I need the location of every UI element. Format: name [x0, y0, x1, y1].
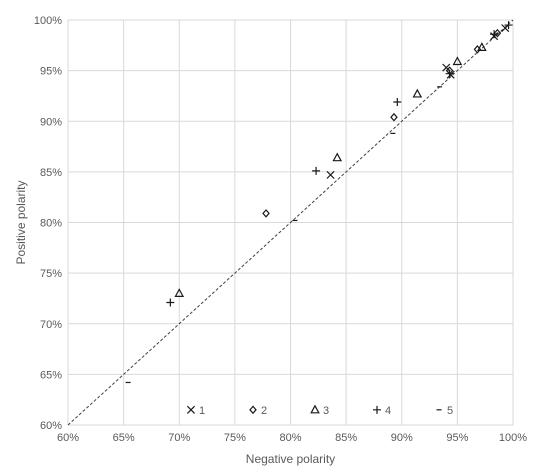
- x-tick-label: 95%: [446, 432, 468, 444]
- x-tick-label: 100%: [499, 432, 527, 444]
- legend-item-2: 2: [249, 405, 267, 417]
- legend-label: 2: [261, 405, 267, 417]
- plot-area-frame: [67, 19, 514, 426]
- data-point-series-1: [442, 63, 451, 72]
- x-tick-label: 85%: [335, 432, 357, 444]
- x-tick-label: 90%: [391, 432, 413, 444]
- x-tick-label: 65%: [113, 432, 135, 444]
- legend-label: 1: [199, 405, 205, 417]
- legend-marker-1: [186, 405, 196, 414]
- y-tick-label: 70%: [40, 319, 62, 331]
- y-tick-label: 75%: [40, 268, 62, 280]
- data-point-series-3: [452, 56, 463, 66]
- data-point-series-2: [390, 112, 398, 122]
- data-point-series-4: [490, 30, 499, 39]
- legend-label: 5: [447, 405, 453, 417]
- y-tick-label: 80%: [40, 218, 62, 230]
- data-point-series-4: [393, 98, 402, 107]
- legend-label: 3: [323, 405, 329, 417]
- x-tick-label: 70%: [168, 432, 190, 444]
- y-axis-title: Positive polarity: [14, 180, 28, 264]
- y-tick-label: 100%: [34, 15, 62, 27]
- reference-line-y-equals-x: [67, 19, 514, 426]
- y-tick-label: 85%: [40, 167, 62, 179]
- x-tick-label: 60%: [57, 432, 79, 444]
- series-4: [166, 21, 513, 307]
- legend-label: 4: [385, 405, 391, 417]
- y-tick-label: 65%: [40, 369, 62, 381]
- data-points: [125, 21, 513, 384]
- data-point-series-3: [412, 88, 423, 98]
- data-point-series-1: [326, 170, 335, 179]
- legend-item-3: 3: [310, 404, 329, 417]
- legend-item-5: 5: [436, 405, 453, 417]
- legend-item-4: 4: [373, 405, 391, 417]
- series-3: [174, 42, 487, 297]
- data-point-series-3: [477, 42, 487, 51]
- y-tick-label: 60%: [40, 420, 62, 432]
- x-tick-label: 75%: [224, 432, 246, 444]
- x-tick-label: 80%: [279, 432, 301, 444]
- data-point-series-3: [174, 288, 185, 297]
- data-point-series-2: [493, 28, 502, 38]
- data-point-series-1: [501, 24, 510, 33]
- legend-item-1: 1: [186, 405, 205, 417]
- series-5: [125, 86, 443, 384]
- legend-marker-3: [310, 404, 320, 414]
- legend: 1 2 3 4 5: [186, 404, 453, 417]
- series-1: [326, 24, 510, 179]
- data-point-series-4: [445, 69, 454, 78]
- legend-marker-2: [249, 405, 257, 415]
- axis-tick-labels: 60% 65% 70% 75% 80% 85% 90% 95% 100% 60% 65% 70% 75%…: [34, 15, 527, 444]
- series-2: [262, 28, 502, 218]
- legend-marker-4: [373, 405, 381, 414]
- data-point-series-3: [332, 152, 343, 162]
- y-tick-label: 90%: [40, 116, 62, 128]
- data-point-series-4: [312, 166, 321, 175]
- data-point-series-4: [166, 298, 175, 307]
- y-tick-label: 95%: [40, 66, 62, 78]
- data-point-series-4: [504, 21, 513, 30]
- data-point-series-2: [262, 209, 270, 218]
- x-axis-title: Negative polarity: [246, 452, 335, 466]
